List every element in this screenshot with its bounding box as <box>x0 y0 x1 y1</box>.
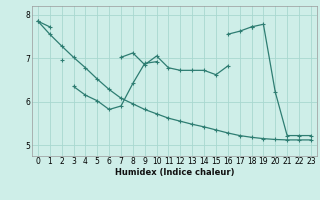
X-axis label: Humidex (Indice chaleur): Humidex (Indice chaleur) <box>115 168 234 177</box>
